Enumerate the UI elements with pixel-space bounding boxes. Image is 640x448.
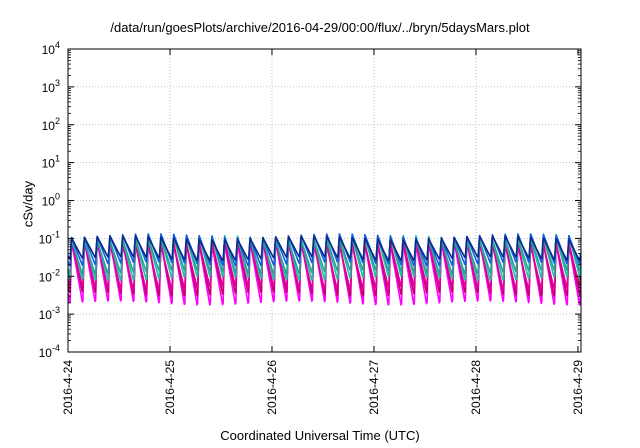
y-tick-label: 10-2	[39, 267, 60, 284]
y-tick-label: 100	[42, 192, 60, 209]
x-tick-label: 2016-4-24	[61, 360, 75, 415]
y-tick-label: 103	[42, 78, 60, 95]
x-tick-label: 2016-4-28	[469, 360, 483, 415]
x-tick-label: 2016-4-29	[571, 360, 585, 415]
y-tick-label: 102	[42, 116, 60, 133]
chart-title: /data/run/goesPlots/archive/2016-04-29/0…	[110, 20, 530, 35]
y-tick-label: 10-3	[39, 305, 60, 322]
y-tick-label: 10-4	[39, 343, 60, 360]
x-tick-label: 2016-4-26	[265, 360, 279, 415]
y-tick-label: 10-1	[39, 229, 60, 246]
x-tick-label: 2016-4-27	[367, 360, 381, 415]
series-line	[67, 241, 582, 291]
series-group	[67, 233, 582, 306]
grid	[68, 49, 581, 352]
y-axis-label: cSv/day	[20, 180, 36, 228]
x-axis-label: Coordinated Universal Time (UTC)	[220, 428, 420, 443]
series-line	[67, 236, 582, 275]
ticks: 10-4 10-3 10-2 10-1 100 101 102 103 104 2016-4-24…	[39, 40, 585, 415]
x-tick-label: 2016-4-25	[163, 360, 177, 415]
plot-frame	[67, 48, 582, 353]
y-tick-label: 104	[42, 40, 60, 57]
series-line	[67, 235, 582, 262]
y-tick-label: 101	[42, 154, 60, 171]
